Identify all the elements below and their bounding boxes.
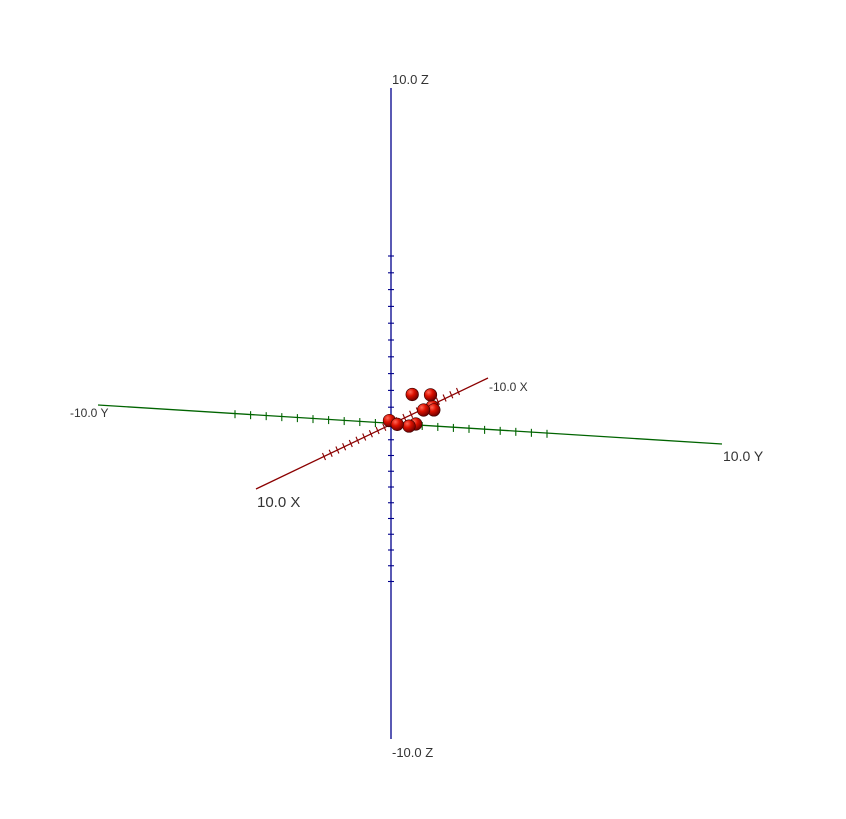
x-axis-tick — [362, 433, 367, 441]
y-axis-min-label: -10.0 Y — [70, 406, 108, 420]
x-axis-line — [255, 377, 489, 490]
z-axis — [388, 88, 394, 739]
data-point — [390, 417, 404, 431]
x-axis-tick — [455, 387, 461, 396]
z-axis-min-label: -10.0 Z — [392, 745, 433, 760]
x-axis-tick — [328, 449, 333, 457]
x-axis-tick — [368, 430, 373, 438]
x-axis-tick — [442, 394, 447, 402]
data-points — [382, 387, 441, 433]
data-point — [416, 403, 431, 417]
x-axis-tick — [348, 439, 353, 448]
data-point — [405, 387, 419, 402]
x-axis-tick — [449, 391, 454, 399]
x-axis-tick — [435, 397, 440, 405]
data-point — [423, 388, 438, 402]
x-axis-min-label: -10.0 X — [489, 380, 528, 394]
z-axis-max-label: 10.0 Z — [392, 72, 429, 87]
x-axis — [255, 377, 489, 490]
x-axis-tick — [355, 436, 360, 444]
y-axis-max-label: 10.0 Y — [723, 448, 764, 464]
x-axis-tick — [375, 426, 380, 435]
x-axis-tick — [342, 443, 347, 451]
x-axis-tick — [335, 446, 340, 454]
data-point — [402, 419, 416, 433]
x-axis-tick — [382, 423, 387, 431]
x-axis-max-label: 10.0 X — [257, 494, 300, 511]
x-axis-tick — [402, 413, 407, 422]
x-axis-tick — [321, 452, 327, 461]
x-axis-tick — [409, 410, 414, 418]
